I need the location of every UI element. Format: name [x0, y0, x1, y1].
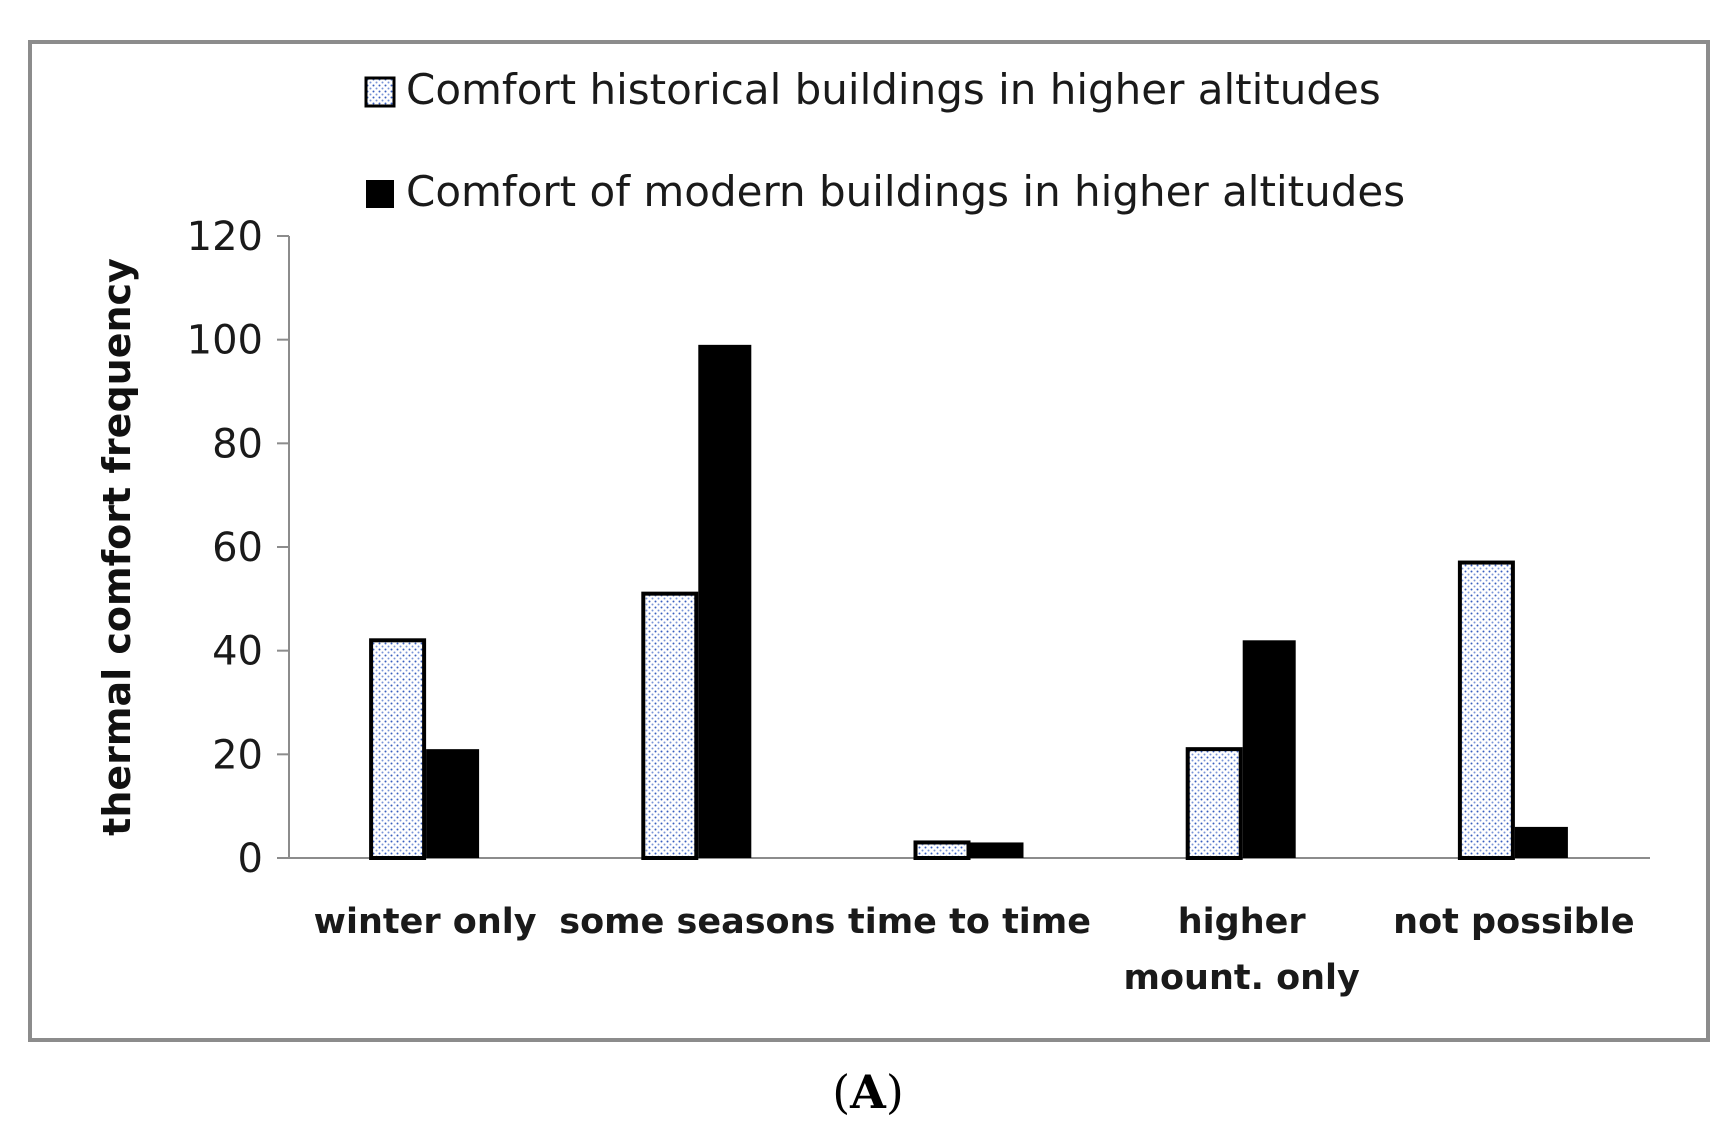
x-category-line: some seasons	[559, 902, 835, 942]
y-tick-label: 100	[187, 318, 263, 364]
bar-historical	[1457, 560, 1515, 860]
legend: Comfort historical buildings in higher a…	[364, 65, 1405, 216]
x-category-line: time to time	[848, 902, 1091, 942]
bar-historical	[913, 840, 971, 861]
y-tick-label: 40	[212, 629, 263, 675]
x-category-line: higher	[1178, 902, 1307, 942]
caption-open: (	[832, 1065, 850, 1119]
y-ticks: 0 20 40 60 80 100 120	[187, 214, 289, 882]
y-tick-label: 0	[238, 836, 263, 882]
x-category-label: not possible	[1393, 902, 1634, 942]
x-category-line: mount. only	[1124, 958, 1361, 998]
x-category-line: not possible	[1393, 902, 1634, 942]
y-tick-label: 120	[187, 214, 263, 260]
x-category-label: higher mount. only	[1124, 902, 1361, 998]
caption-letter: A	[849, 1065, 887, 1119]
x-category-label: some seasons	[559, 902, 835, 942]
bar-modern	[426, 749, 480, 858]
axes	[288, 236, 1650, 859]
y-tick-label: 60	[212, 525, 263, 571]
bar-historical	[1185, 747, 1243, 861]
bar-modern	[1242, 640, 1296, 858]
y-tick-label: 20	[212, 732, 263, 778]
legend-swatch-historical	[364, 76, 396, 108]
bar-modern	[970, 842, 1024, 858]
legend-label-modern: Comfort of modern buildings in higher al…	[406, 167, 1405, 216]
y-axis-title: thermal comfort frequency	[95, 258, 139, 836]
bar-modern	[698, 344, 752, 859]
caption-close: )	[886, 1065, 904, 1119]
legend-swatch-modern	[366, 180, 394, 208]
figure-caption: (A)	[832, 1065, 904, 1119]
chart-frame	[28, 40, 1710, 1042]
bar-modern	[1514, 826, 1568, 858]
bar-historical	[369, 638, 427, 860]
bar-historical	[641, 591, 699, 861]
x-category-label: winter only	[314, 902, 537, 942]
x-category-line: winter only	[314, 902, 537, 942]
bars	[369, 344, 1568, 861]
x-category-label: time to time	[848, 902, 1091, 942]
legend-label-historical: Comfort historical buildings in higher a…	[406, 65, 1381, 114]
x-labels: winter only some seasons time to time highe…	[314, 902, 1635, 998]
y-tick-label: 80	[212, 421, 263, 467]
